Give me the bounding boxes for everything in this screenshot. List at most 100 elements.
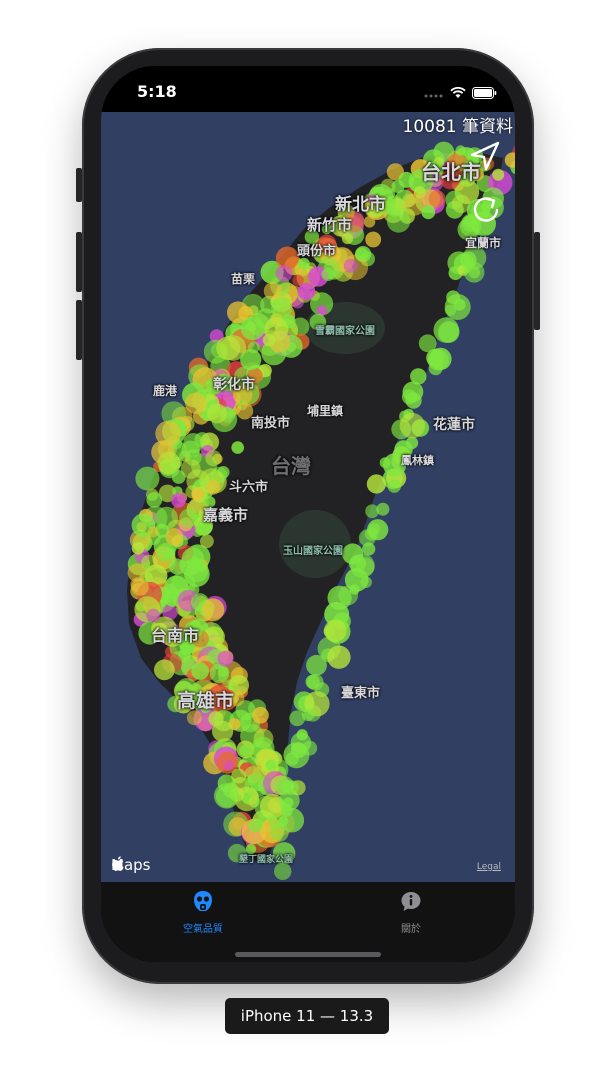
aqi-marker[interactable] bbox=[399, 412, 425, 439]
aqi-marker[interactable] bbox=[455, 145, 466, 156]
aqi-marker[interactable] bbox=[275, 265, 293, 282]
aqi-marker[interactable] bbox=[187, 695, 200, 708]
aqi-marker[interactable] bbox=[262, 333, 276, 347]
aqi-marker[interactable] bbox=[304, 229, 320, 245]
aqi-marker[interactable] bbox=[323, 619, 347, 642]
aqi-marker[interactable] bbox=[344, 568, 369, 592]
aqi-marker[interactable] bbox=[271, 297, 293, 319]
aqi-marker[interactable] bbox=[317, 234, 337, 254]
aqi-marker[interactable] bbox=[330, 215, 352, 237]
legal-link[interactable]: Legal bbox=[476, 862, 501, 872]
aqi-marker[interactable] bbox=[229, 691, 245, 707]
aqi-marker[interactable] bbox=[321, 224, 332, 235]
aqi-marker[interactable] bbox=[216, 336, 241, 361]
aqi-marker[interactable] bbox=[321, 267, 335, 281]
aqi-marker[interactable] bbox=[239, 744, 251, 757]
aqi-marker[interactable] bbox=[209, 663, 230, 683]
aqi-marker[interactable] bbox=[223, 760, 234, 771]
aqi-marker[interactable] bbox=[366, 193, 377, 205]
aqi-marker[interactable] bbox=[327, 645, 351, 669]
aqi-marker[interactable] bbox=[426, 348, 444, 367]
aqi-marker[interactable] bbox=[228, 674, 249, 696]
aqi-marker[interactable] bbox=[147, 526, 159, 538]
tab-about[interactable]: 關於 bbox=[351, 890, 471, 935]
aqi-marker[interactable] bbox=[275, 246, 299, 270]
aqi-marker[interactable] bbox=[175, 678, 198, 701]
aqi-marker[interactable] bbox=[231, 768, 247, 784]
aqi-marker[interactable] bbox=[183, 433, 204, 454]
map-view[interactable]: 10081 筆資料 台北市 新北市 新竹市 頭份市 苗栗 宜蘭市 雪霸國家公園 … bbox=[101, 112, 515, 882]
aqi-marker[interactable] bbox=[184, 620, 203, 639]
aqi-marker[interactable] bbox=[201, 598, 225, 622]
aqi-marker[interactable] bbox=[245, 843, 257, 855]
aqi-marker[interactable] bbox=[205, 450, 222, 467]
aqi-marker[interactable] bbox=[377, 196, 396, 215]
aqi-marker[interactable] bbox=[207, 684, 232, 710]
aqi-marker[interactable] bbox=[136, 521, 147, 533]
aqi-marker[interactable] bbox=[402, 381, 424, 403]
aqi-marker[interactable] bbox=[205, 377, 223, 395]
aqi-marker[interactable] bbox=[342, 543, 364, 565]
aqi-marker[interactable] bbox=[376, 502, 390, 516]
aqi-marker[interactable] bbox=[366, 474, 386, 494]
aqi-marker[interactable] bbox=[171, 492, 186, 508]
aqi-marker[interactable] bbox=[428, 190, 446, 208]
aqi-marker[interactable] bbox=[394, 440, 413, 459]
aqi-marker[interactable] bbox=[162, 604, 178, 620]
aqi-marker[interactable] bbox=[169, 558, 185, 575]
aqi-marker[interactable] bbox=[205, 479, 221, 495]
aqi-marker[interactable] bbox=[289, 710, 306, 727]
aqi-marker[interactable] bbox=[297, 282, 316, 301]
aqi-marker[interactable] bbox=[444, 304, 457, 316]
aqi-marker[interactable] bbox=[408, 169, 434, 194]
aqi-marker[interactable] bbox=[274, 862, 292, 880]
aqi-marker[interactable] bbox=[231, 441, 244, 454]
aqi-marker[interactable] bbox=[265, 759, 277, 771]
aqi-marker[interactable] bbox=[301, 708, 315, 722]
aqi-marker[interactable] bbox=[185, 392, 207, 414]
aqi-marker[interactable] bbox=[259, 794, 285, 819]
aqi-marker[interactable] bbox=[310, 292, 334, 316]
aqi-marker[interactable] bbox=[280, 804, 293, 817]
aqi-marker[interactable] bbox=[203, 496, 216, 508]
aqi-marker[interactable] bbox=[217, 650, 234, 667]
aqi-marker[interactable] bbox=[365, 504, 379, 519]
aqi-marker[interactable] bbox=[165, 528, 183, 546]
aqi-marker[interactable] bbox=[365, 231, 382, 248]
aqi-marker[interactable] bbox=[155, 420, 181, 447]
aqi-marker[interactable] bbox=[307, 673, 324, 691]
aqi-marker[interactable] bbox=[227, 843, 247, 863]
aqi-marker[interactable] bbox=[379, 457, 391, 469]
aqi-marker[interactable] bbox=[418, 334, 437, 353]
aqi-marker[interactable] bbox=[200, 702, 211, 713]
aqi-marker[interactable] bbox=[252, 706, 269, 724]
aqi-marker[interactable] bbox=[131, 542, 145, 555]
aqi-marker[interactable] bbox=[191, 662, 209, 680]
aqi-marker[interactable] bbox=[180, 458, 201, 479]
aqi-marker[interactable] bbox=[157, 451, 181, 475]
aqi-marker[interactable] bbox=[343, 258, 358, 273]
aqi-marker[interactable] bbox=[338, 585, 359, 606]
aqi-marker[interactable] bbox=[238, 305, 253, 321]
aqi-marker[interactable] bbox=[171, 470, 186, 484]
aqi-marker[interactable] bbox=[191, 487, 204, 501]
aqi-marker[interactable] bbox=[213, 783, 240, 809]
aqi-marker[interactable] bbox=[451, 194, 471, 214]
tab-air-quality[interactable]: 空氣品質 bbox=[143, 890, 263, 935]
aqi-marker[interactable] bbox=[387, 479, 401, 493]
aqi-marker[interactable] bbox=[196, 520, 213, 536]
aqi-marker[interactable] bbox=[309, 313, 327, 331]
aqi-marker[interactable] bbox=[268, 814, 282, 828]
aqi-marker[interactable] bbox=[127, 563, 147, 582]
aqi-marker[interactable] bbox=[291, 742, 307, 758]
aqi-marker[interactable] bbox=[144, 564, 168, 587]
locate-me-button[interactable] bbox=[467, 138, 503, 174]
aqi-marker[interactable] bbox=[355, 247, 369, 261]
aqi-marker[interactable] bbox=[368, 523, 381, 535]
refresh-button[interactable] bbox=[469, 192, 505, 228]
aqi-marker[interactable] bbox=[362, 542, 376, 556]
aqi-marker[interactable] bbox=[236, 402, 254, 420]
aqi-marker[interactable] bbox=[298, 257, 310, 270]
apple-maps-attribution[interactable]: Maps bbox=[111, 856, 150, 874]
aqi-marker[interactable] bbox=[179, 508, 198, 528]
